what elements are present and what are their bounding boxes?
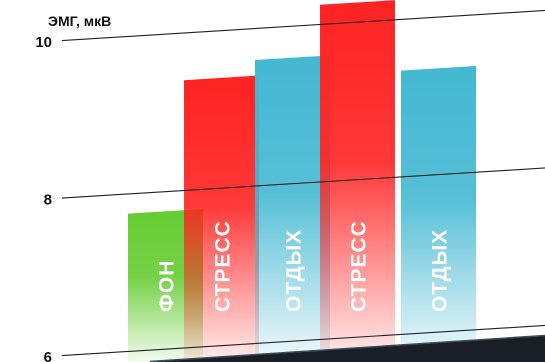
bar-3 [255, 55, 330, 362]
bar-label-5: ОТДЫХ [429, 229, 452, 312]
device-edge-highlight [149, 334, 545, 362]
gridline-10 [61, 9, 545, 42]
bar-4 [320, 0, 395, 362]
y-tick-label-6: 6 [44, 349, 52, 362]
y-axis-ticks: 10 8 6 [35, 34, 52, 362]
bottom-device-edge [149, 334, 545, 362]
gridline-6 [61, 324, 545, 357]
y-axis-label: ЭМГ, мкВ [48, 13, 111, 29]
bar-2 [184, 75, 259, 362]
y-tick-label-10: 10 [35, 34, 52, 51]
bar-label-4: СТРЕСС [348, 220, 371, 312]
gridline-8 [61, 167, 545, 199]
bar-label-2: СТРЕСС [212, 220, 235, 312]
gridlines [61, 9, 545, 357]
bar-label-3: ОТДЫХ [283, 229, 306, 312]
y-tick-label-8: 8 [44, 192, 52, 209]
bars-layer: ФОН СТРЕСС ОТДЫХ СТРЕСС ОТДЫХ [128, 0, 476, 362]
bar-label-1: ФОН [156, 260, 179, 312]
bar-5 [401, 65, 476, 362]
